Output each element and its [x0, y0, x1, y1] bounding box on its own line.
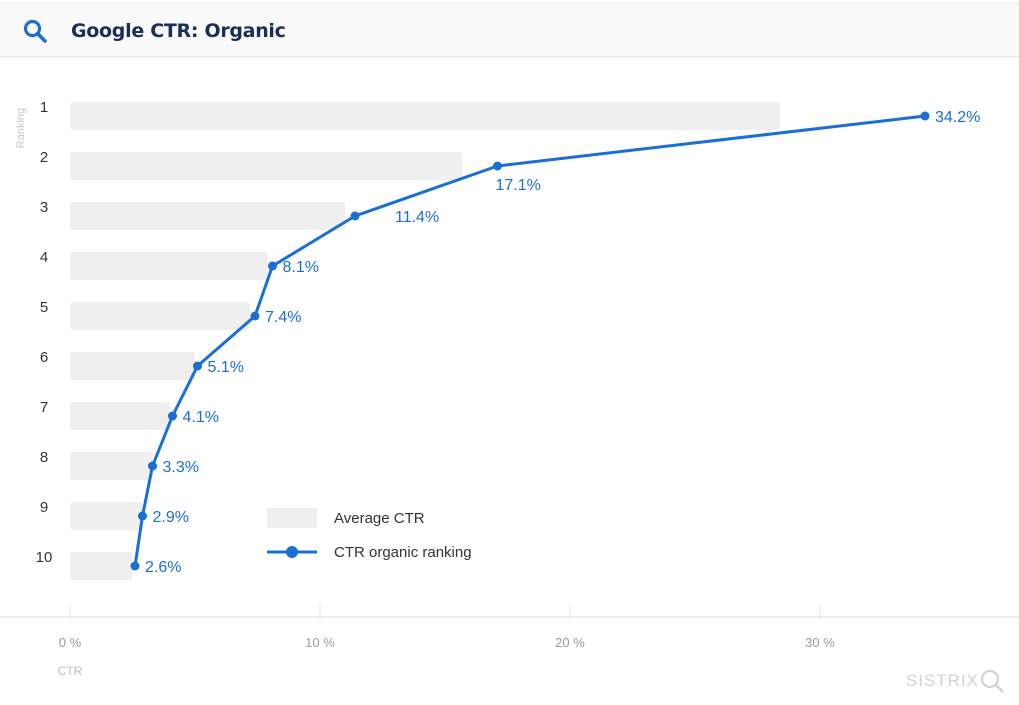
data-point [193, 361, 202, 371]
data-point [168, 411, 177, 421]
y-axis-label: Ranking [15, 108, 27, 148]
category-label: 2 [40, 149, 48, 166]
data-label: 7.4% [265, 309, 301, 326]
data-point [130, 561, 140, 571]
category-label: 5 [40, 299, 48, 316]
x-tick-label: 0 % [59, 635, 82, 650]
bar-average-ctr [70, 252, 268, 280]
data-point [148, 461, 157, 471]
data-point [493, 161, 502, 171]
category-label: 1 [40, 99, 48, 116]
legend-label-ctr-organic: CTR organic ranking [334, 544, 472, 561]
search-icon[interactable] [22, 18, 48, 49]
data-point [138, 511, 147, 521]
x-tick-label: 20 % [555, 635, 585, 650]
category-label: 7 [40, 399, 48, 416]
bar-average-ctr [70, 102, 780, 130]
bar-average-ctr [70, 452, 153, 480]
data-point [250, 311, 260, 321]
data-label: 34.2% [935, 109, 980, 126]
data-point [350, 211, 360, 221]
top-border [0, 0, 1019, 4]
data-label: 17.1% [496, 177, 541, 194]
data-point [920, 111, 930, 121]
x-axis-label: CTR [58, 664, 83, 678]
bar-average-ctr [70, 352, 195, 380]
data-label: 2.6% [145, 559, 181, 576]
x-tick-label: 10 % [305, 635, 335, 650]
legend-marker-ctr-organic [286, 546, 298, 558]
page-title: Google CTR: Organic [71, 20, 286, 42]
category-label: 6 [40, 349, 48, 366]
sistrix-logo: SISTRIX [906, 668, 1005, 694]
legend-swatch-average-ctr [267, 508, 317, 528]
data-label: 8.1% [283, 259, 319, 276]
bar-average-ctr [70, 402, 170, 430]
data-point [268, 261, 277, 271]
bar-average-ctr [70, 552, 133, 580]
category-label: 10 [36, 549, 53, 566]
x-tick-label: 30 % [805, 635, 835, 650]
category-label: 4 [40, 249, 48, 266]
line-ctr-organic [133, 114, 926, 567]
data-label: 4.1% [183, 409, 219, 426]
category-label: 8 [40, 449, 48, 466]
bar-average-ctr [70, 302, 250, 330]
legend-label-average-ctr: Average CTR [334, 510, 425, 527]
category-label: 3 [40, 199, 48, 216]
bar-average-ctr [70, 202, 345, 230]
bar-average-ctr [70, 152, 463, 180]
data-label: 3.3% [163, 459, 199, 476]
category-label: 9 [40, 499, 48, 516]
data-label: 11.4% [395, 209, 439, 226]
data-label: 5.1% [208, 359, 244, 376]
chart-header: Google CTR: Organic [0, 4, 1019, 57]
data-label: 2.9% [153, 509, 189, 526]
bar-average-ctr [70, 502, 143, 530]
brand-name: SISTRIX [905, 671, 979, 690]
brand-magnifier-icon [980, 669, 1004, 693]
